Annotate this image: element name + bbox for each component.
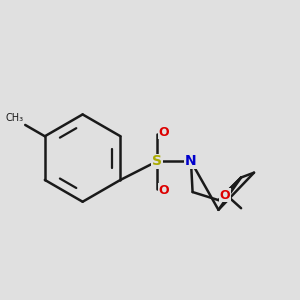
Text: O: O [158, 126, 169, 139]
Text: CH₃: CH₃ [5, 113, 24, 123]
Text: S: S [152, 154, 162, 168]
Text: O: O [220, 189, 230, 202]
Text: N: N [185, 154, 197, 168]
Text: O: O [158, 184, 169, 197]
